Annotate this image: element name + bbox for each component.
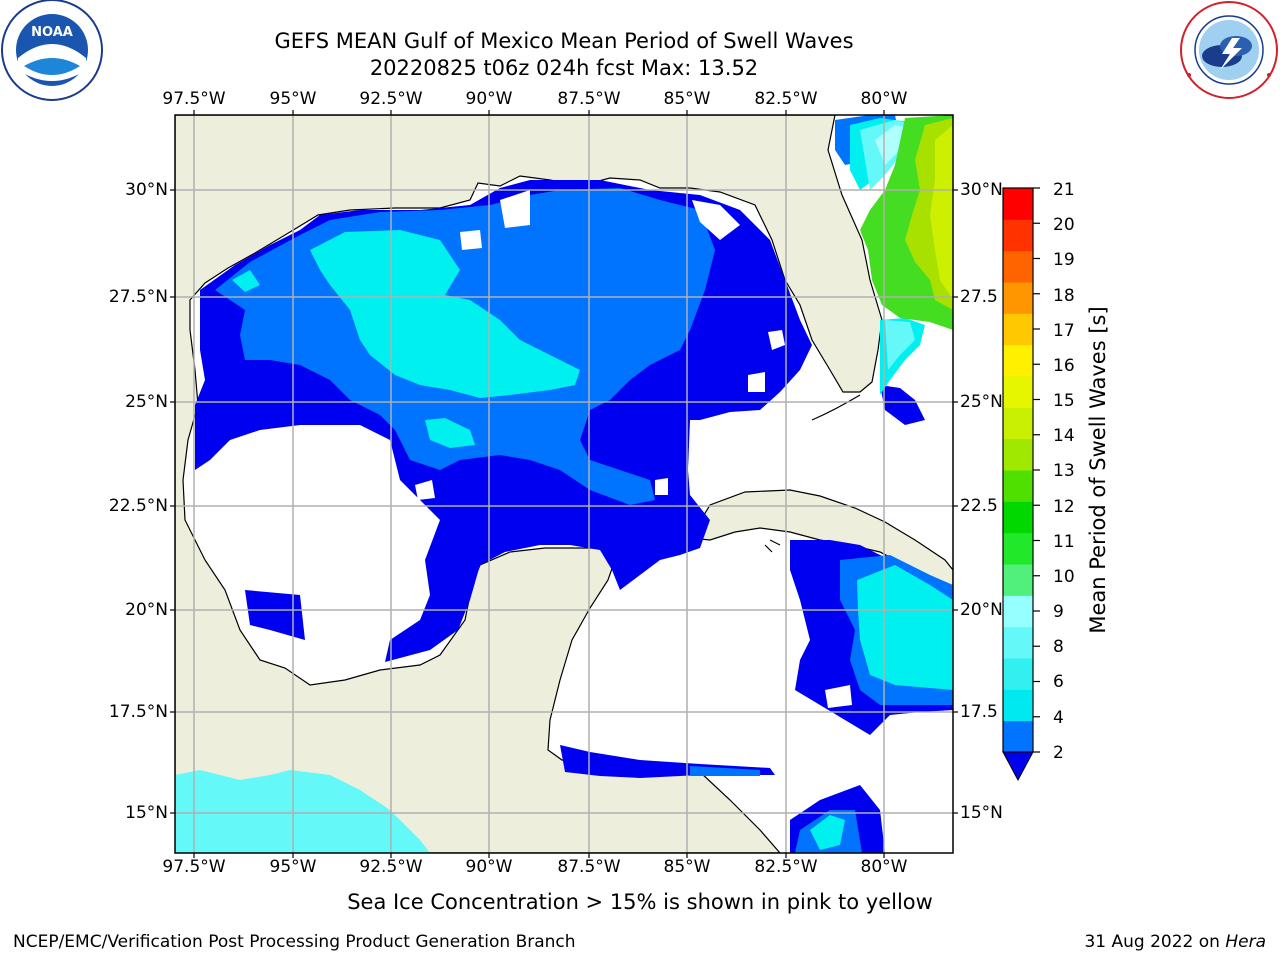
colorbar-segment	[1003, 626, 1033, 659]
graticule	[175, 115, 953, 853]
colorbar-tick-label: 15	[1053, 391, 1075, 411]
colorbar-tick-label: 19	[1053, 250, 1075, 270]
colorbar-tick-label: 21	[1053, 180, 1075, 200]
colorbar-segment	[1003, 407, 1033, 440]
colorbar-segment	[1003, 470, 1033, 502]
colorbar-tick-label: 4	[1053, 708, 1064, 728]
colorbar-segment	[1003, 595, 1033, 628]
lon-label-bottom: 85°W	[663, 857, 711, 877]
noaa-logo: NOAA	[1, 0, 103, 101]
lat-label-left: 30°N	[125, 180, 168, 200]
sea-ice-caption: Sea Ice Concentration > 15% is shown in …	[347, 890, 933, 914]
colorbar-under-arrow	[1002, 751, 1034, 782]
lon-label-top: 90°W	[465, 89, 513, 109]
lon-label-top: 92.5°W	[359, 89, 423, 109]
colorbar	[1003, 188, 1033, 753]
noaa-logo-text: NOAA	[31, 25, 73, 40]
colorbar-tick-label: 14	[1053, 426, 1075, 446]
swell-4-6	[232, 118, 953, 850]
colorbar-tick-label: 6	[1053, 672, 1064, 692]
colorbar-segment	[1003, 564, 1033, 596]
colorbar-tick-label: 9	[1053, 602, 1064, 622]
colorbar-tick-label: 17	[1053, 321, 1075, 341]
lon-label-bottom: 97.5°W	[162, 857, 226, 877]
nws-logo	[1180, 1, 1278, 99]
lat-label-left: 22.5°N	[108, 496, 168, 516]
lat-label-left: 25°N	[125, 392, 168, 412]
colorbar-tick-label: 10	[1053, 567, 1075, 587]
lon-label-bottom: 87.5°W	[557, 857, 621, 877]
lat-label-left: 17.5°N	[108, 702, 168, 722]
colorbar-segment	[1003, 658, 1033, 690]
colorbar-segment	[1003, 689, 1033, 722]
lat-label-right: 25°N	[960, 392, 1003, 412]
map-frame	[174, 114, 954, 854]
colorbar-tick-label: 16	[1053, 356, 1075, 376]
colorbar-segment	[1003, 313, 1033, 346]
colorbar-segment	[1003, 376, 1033, 408]
colorbar-tick-label: 12	[1053, 497, 1075, 517]
lon-label-bottom: 82.5°W	[754, 857, 818, 877]
colorbar-tick-label: 13	[1053, 461, 1075, 481]
lon-label-bottom: 80°W	[860, 857, 908, 877]
lat-label-right: 27.5	[960, 287, 998, 307]
lat-label-right: 22.5	[960, 496, 998, 516]
colorbar-segment	[1003, 501, 1033, 534]
colorbar-ticks	[170, 110, 1040, 858]
colorbar-segment	[1003, 438, 1033, 471]
lat-label-left: 15°N	[125, 803, 168, 823]
colorbar-segment	[1003, 250, 1033, 283]
colorbar-segment	[1003, 344, 1033, 377]
lon-label-top: 95°W	[269, 89, 317, 109]
lon-label-top: 87.5°W	[557, 89, 621, 109]
footer-date: 31 Aug 2022 on Hera	[1084, 932, 1266, 952]
lon-label-bottom: 95°W	[269, 857, 317, 877]
colorbar-segment	[1003, 219, 1033, 252]
lat-label-right: 30°N	[960, 180, 1003, 200]
chart-subtitle: 20220825 t06z 024h fcst Max: 13.52	[369, 56, 759, 80]
florida-keys	[764, 394, 861, 553]
colorbar-tick-label: 11	[1053, 532, 1075, 552]
colorbar-tick-label: 8	[1053, 637, 1064, 657]
footer-organization: NCEP/EMC/Verification Post Processing Pr…	[13, 932, 576, 952]
colorbar-tick-label: 2	[1053, 743, 1064, 763]
lon-label-bottom: 92.5°W	[359, 857, 423, 877]
colorbar-segment	[1003, 532, 1033, 565]
lon-label-top: 82.5°W	[754, 89, 818, 109]
lat-label-right: 20°N	[960, 600, 1003, 620]
lon-label-bottom: 90°W	[465, 857, 513, 877]
chart-title: GEFS MEAN Gulf of Mexico Mean Period of …	[274, 29, 854, 53]
no-data-pockets	[415, 190, 880, 712]
colorbar-tick-label: 20	[1053, 215, 1075, 235]
footer-host: Hera	[1225, 932, 1266, 952]
lat-label-right: 17.5	[960, 702, 998, 722]
swell-13	[930, 125, 953, 300]
lat-label-right: 15°N	[960, 803, 1003, 823]
colorbar-segment	[1003, 188, 1033, 220]
lon-label-top: 85°W	[663, 89, 711, 109]
lon-label-top: 80°W	[860, 89, 908, 109]
colorbar-segment	[1003, 282, 1033, 314]
lat-label-left: 20°N	[125, 600, 168, 620]
colorbar-title: Mean Period of Swell Waves [s]	[1086, 306, 1110, 634]
lon-label-top: 97.5°W	[162, 89, 226, 109]
colorbar-segment	[1003, 720, 1033, 753]
lat-label-left: 27.5°N	[108, 287, 168, 307]
map-area	[175, 115, 953, 853]
colorbar-tick-label: 18	[1053, 286, 1075, 306]
